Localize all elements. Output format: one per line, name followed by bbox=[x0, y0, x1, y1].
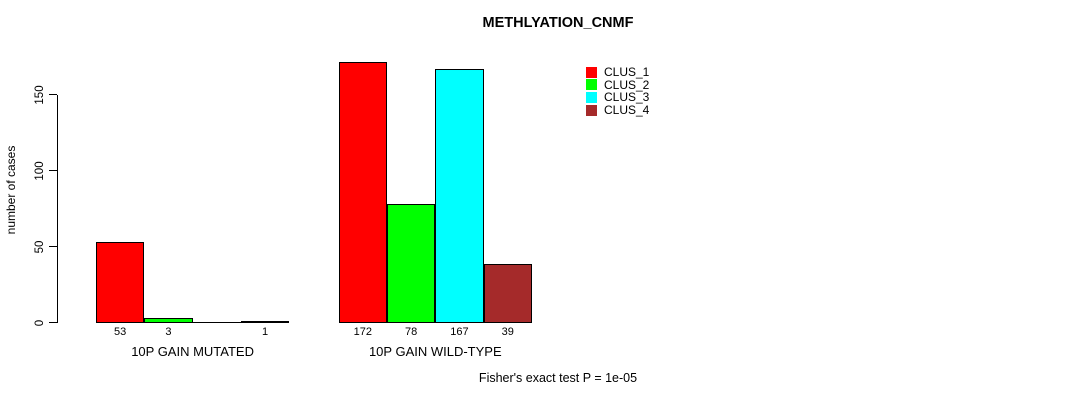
bar-value-label: 172 bbox=[353, 326, 373, 338]
bar-clus_4-group2 bbox=[483, 263, 532, 323]
group-label: 10P GAIN MUTATED bbox=[131, 344, 254, 359]
bar-clus_1-group1 bbox=[96, 241, 145, 323]
legend-swatch-icon bbox=[586, 66, 597, 78]
bar-clus_1-group2 bbox=[338, 61, 387, 323]
y-tick-label: 100 bbox=[34, 160, 46, 181]
bar-value-label: 39 bbox=[501, 326, 514, 338]
bar-clus_4-group1 bbox=[240, 320, 290, 323]
legend-row: CLUS_1 bbox=[586, 66, 649, 79]
legend-label: CLUS_2 bbox=[604, 77, 650, 92]
y-tick-label: 50 bbox=[34, 240, 46, 253]
bar-clus_2-group1 bbox=[144, 317, 193, 323]
legend-row: CLUS_4 bbox=[586, 104, 649, 117]
y-tick-mark bbox=[49, 246, 57, 247]
legend-swatch-icon bbox=[586, 79, 597, 91]
legend-label: CLUS_4 bbox=[604, 103, 650, 118]
y-tick-label: 150 bbox=[34, 84, 46, 105]
y-tick-mark bbox=[49, 170, 57, 171]
legend-row: CLUS_2 bbox=[586, 79, 649, 92]
y-tick-mark bbox=[49, 322, 57, 323]
bar-clus_2-group2 bbox=[387, 203, 436, 323]
legend-swatch-icon bbox=[586, 104, 597, 116]
group-label: 10P GAIN WILD-TYPE bbox=[368, 344, 502, 359]
legend-label: CLUS_3 bbox=[604, 90, 650, 105]
footnote-text: Fisher's exact test P = 1e-05 bbox=[478, 371, 638, 385]
legend-row: CLUS_3 bbox=[586, 91, 649, 104]
chart-title: METHLYATION_CNMF bbox=[482, 15, 634, 31]
legend-swatch-icon bbox=[586, 91, 597, 103]
y-axis-title: number of cases bbox=[4, 145, 18, 235]
bar-value-label: 78 bbox=[405, 326, 418, 338]
bar-value-label: 3 bbox=[165, 326, 172, 338]
bar-clus_3-group2 bbox=[435, 68, 484, 323]
y-axis-line bbox=[57, 94, 58, 323]
bar-value-label: 167 bbox=[450, 326, 469, 338]
y-tick-mark bbox=[49, 94, 57, 95]
bar-clus_3-group1 bbox=[192, 321, 241, 323]
y-tick-label: 0 bbox=[34, 319, 46, 326]
bar-value-label: 1 bbox=[261, 326, 269, 338]
legend-label: CLUS_1 bbox=[604, 65, 650, 80]
bar-value-label: 53 bbox=[114, 326, 127, 338]
legend: CLUS_1 CLUS_2 CLUS_3 CLUS_4 bbox=[586, 66, 649, 116]
